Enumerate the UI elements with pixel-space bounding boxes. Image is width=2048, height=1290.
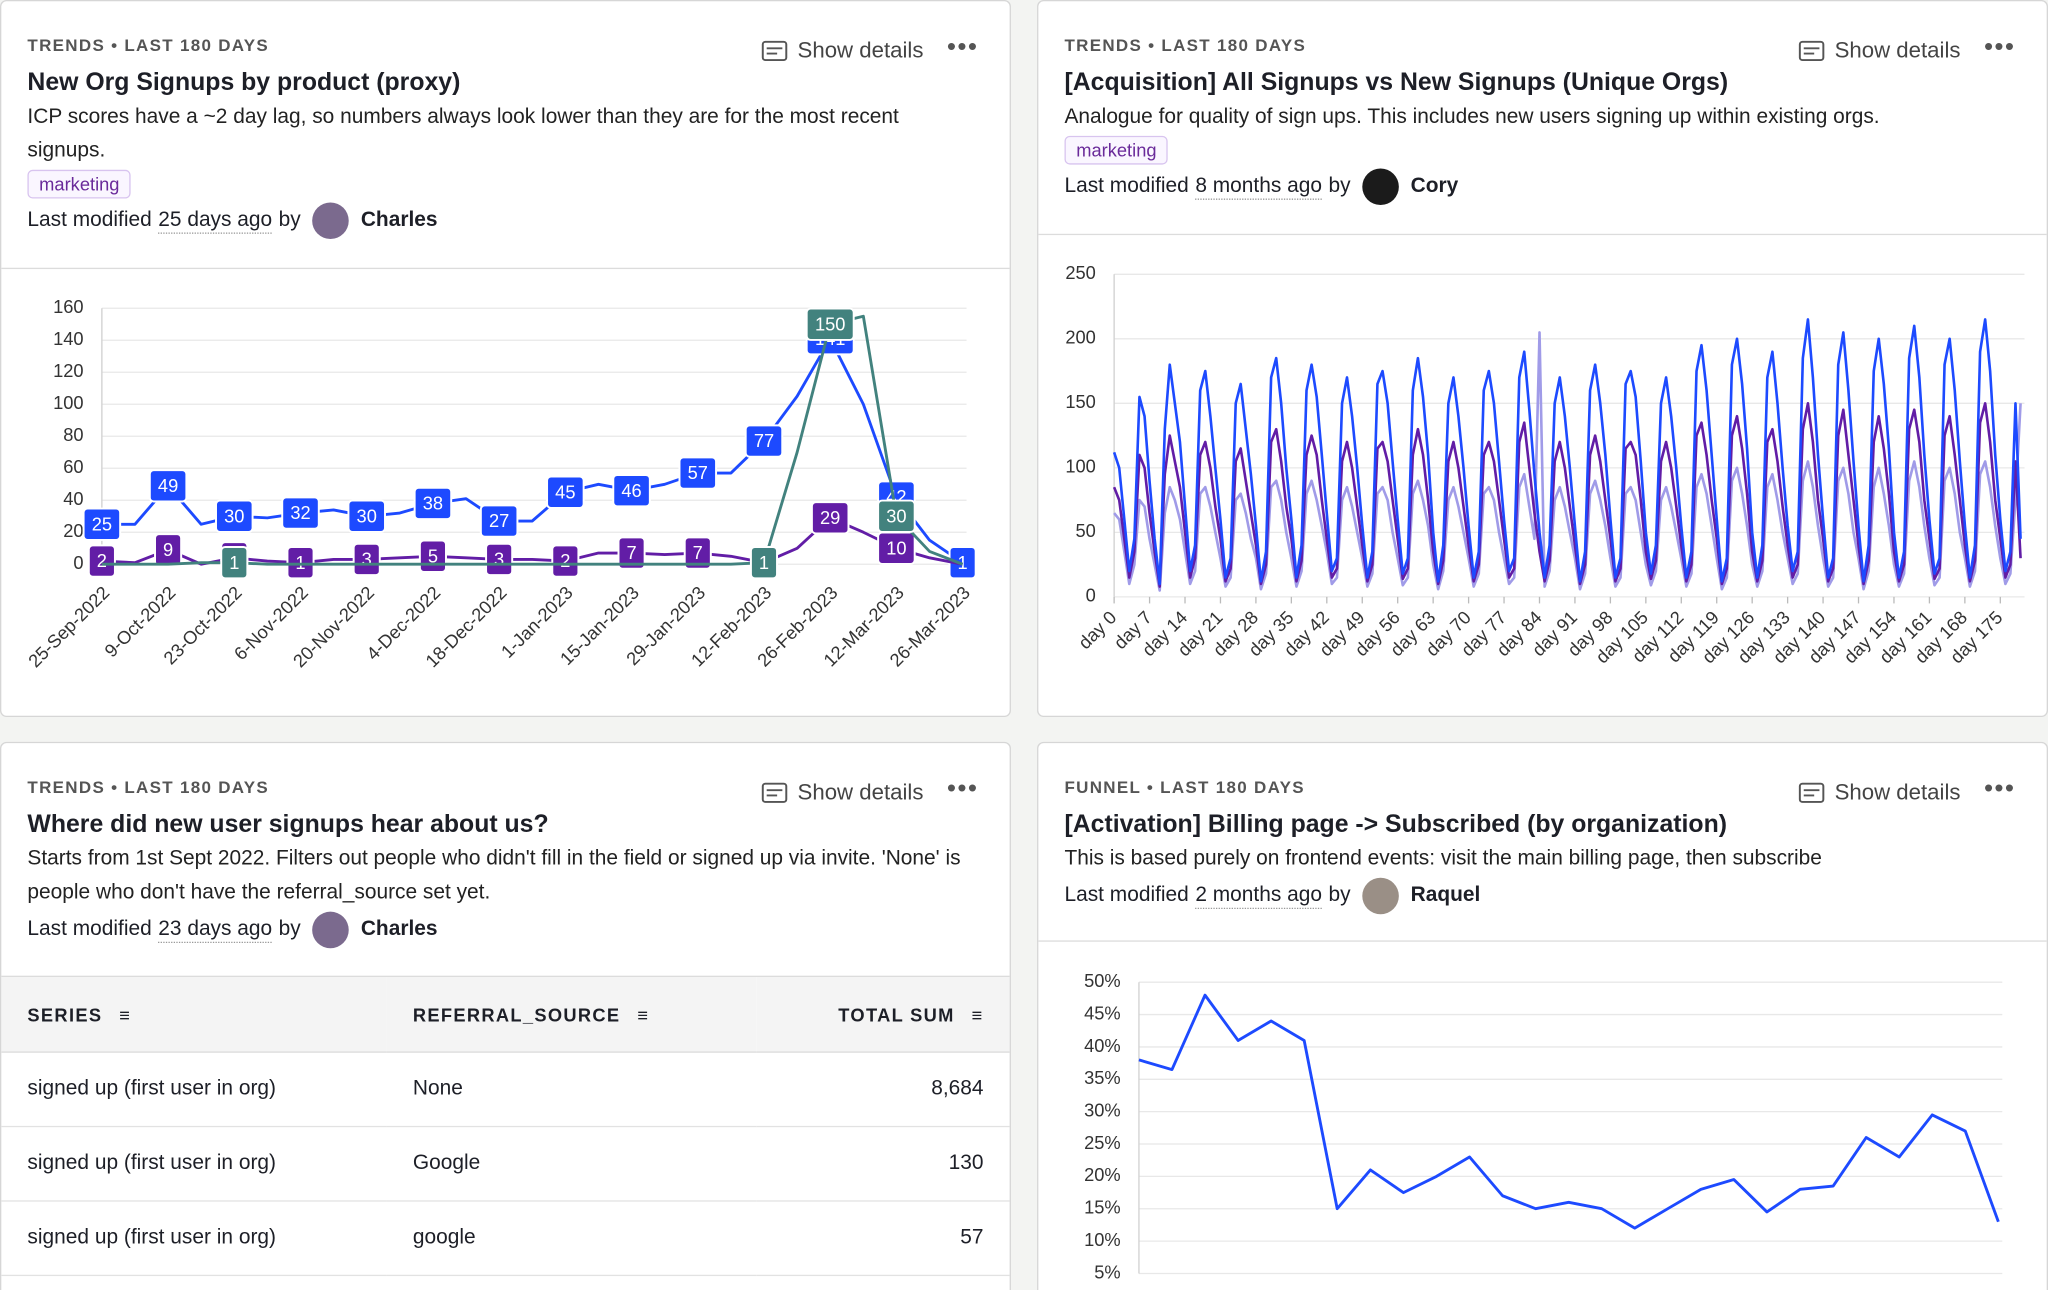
- more-menu[interactable]: •••: [946, 32, 979, 62]
- table-row: signed up (first user in org) google 57: [1, 1200, 1010, 1277]
- cell: signed up (first user in org): [1, 1126, 387, 1202]
- sort-icon: ≡: [630, 1003, 650, 1025]
- modified-ago: 23 days ago: [158, 918, 273, 943]
- modified-prefix: Last modified: [1064, 175, 1189, 198]
- header-label: REFERRAL_SOURCE: [412, 1003, 621, 1025]
- last-modified: Last modified 2 months ago by Raquel: [1064, 876, 2020, 915]
- card: TRENDS • LAST 180 DAYS Show details ••• Whe…: [0, 741, 1011, 1290]
- details-icon: [1798, 782, 1824, 803]
- card-title: New Org Signups by product (proxy): [27, 69, 461, 97]
- modified-by: by: [278, 208, 301, 232]
- description: This is based purely on frontend events:…: [1064, 847, 1822, 870]
- table-row: signed up (first user in org) Google 130: [1, 1126, 1010, 1202]
- avatar: [312, 911, 350, 949]
- eyebrow: FUNNEL • LAST 180 DAYS: [1064, 777, 1305, 797]
- cell: None: [386, 1052, 757, 1128]
- header-label: TOTAL SUM: [838, 1003, 955, 1025]
- details-icon: [761, 782, 787, 803]
- more-menu[interactable]: •••: [1983, 32, 2016, 62]
- show-details[interactable]: Show details: [761, 780, 923, 806]
- more-menu[interactable]: •••: [1983, 774, 2016, 804]
- modified-by: by: [278, 918, 301, 941]
- cell: signed up (first user in org): [1, 1200, 387, 1277]
- avatar: [1362, 168, 1399, 206]
- card: TRENDS • LAST 180 DAYS Show details ••• [Ac…: [1037, 0, 2048, 718]
- details-icon: [761, 40, 787, 62]
- author: Charles: [360, 208, 438, 232]
- card-title: [Acquisition] All Signups vs New Signups…: [1064, 69, 1729, 97]
- eyebrow: TRENDS • LAST 180 DAYS: [27, 777, 270, 797]
- cell: Google: [386, 1126, 757, 1202]
- eyebrow: TRENDS • LAST 180 DAYS: [27, 35, 270, 55]
- tag: marketing: [27, 169, 132, 199]
- sort-icon: ≡: [112, 1003, 132, 1025]
- modified-prefix: Last modified: [27, 208, 152, 232]
- modified-by: by: [1328, 884, 1351, 907]
- card-header: TRENDS • LAST 180 DAYS Show details ••• Whe…: [1, 743, 1010, 977]
- cell: 57: [756, 1200, 1010, 1277]
- description: Starts from 1st Sept 2022. Filters out p…: [27, 847, 961, 904]
- eyebrow: TRENDS • LAST 180 DAYS: [1064, 35, 1307, 55]
- cell: 130: [756, 1126, 1010, 1202]
- last-modified: Last modified 25 days ago by Charles: [27, 201, 983, 240]
- avatar: [1362, 877, 1399, 915]
- cell: signed up (first user in org): [1, 1052, 387, 1128]
- details-icon: [1798, 40, 1824, 62]
- card-title: [Activation] Billing page -> Subscribed …: [1064, 811, 1727, 839]
- show-details[interactable]: Show details: [761, 38, 923, 64]
- card-header: TRENDS • LAST 180 DAYS Show details ••• [Ac…: [1038, 1, 2047, 236]
- last-modified: Last modified 8 months ago by Cory: [1064, 167, 2020, 206]
- table-row: signed up (first user in org) None 8,684: [1, 1052, 1010, 1128]
- cell: 8,684: [756, 1052, 1010, 1128]
- card-title: Where did new user signups hear about us…: [27, 811, 549, 839]
- avatar: [312, 202, 350, 240]
- author: Charles: [360, 918, 438, 941]
- show-details[interactable]: Show details: [1798, 780, 1960, 806]
- header-label: SERIES: [27, 1003, 103, 1025]
- show-details[interactable]: Show details: [1798, 38, 1960, 64]
- modified-prefix: Last modified: [27, 918, 152, 941]
- column-header[interactable]: REFERRAL_SOURCE ≡: [386, 976, 757, 1053]
- description: ICP scores have a ~2 day lag, so numbers…: [27, 105, 899, 162]
- modified-ago: 2 months ago: [1195, 884, 1322, 909]
- show-details-label: Show details: [1834, 779, 1961, 805]
- show-details-label: Show details: [1834, 37, 1961, 63]
- author: Raquel: [1410, 884, 1481, 907]
- column-header[interactable]: TOTAL SUM ≡: [756, 976, 1010, 1053]
- more-menu[interactable]: •••: [946, 774, 979, 804]
- card-header: FUNNEL • LAST 180 DAYS Show details ••• [Ac…: [1038, 743, 2047, 942]
- table: SERIES ≡ REFERRAL_SOURCE ≡ TOTAL SUM ≡ sign…: [1, 976, 1010, 1277]
- cell: google: [386, 1200, 757, 1277]
- sort-icon: ≡: [965, 1003, 984, 1025]
- modified-ago: 25 days ago: [158, 208, 273, 234]
- tag: marketing: [1064, 135, 1169, 165]
- column-header[interactable]: SERIES ≡: [1, 976, 387, 1053]
- modified-prefix: Last modified: [1064, 884, 1189, 907]
- card: TRENDS • LAST 180 DAYS Show details ••• New…: [0, 0, 1011, 718]
- header-row: SERIES ≡ REFERRAL_SOURCE ≡ TOTAL SUM ≡: [1, 976, 1010, 1053]
- last-modified: Last modified 23 days ago by Charles: [27, 910, 983, 949]
- author: Cory: [1410, 175, 1459, 198]
- modified-ago: 8 months ago: [1195, 174, 1322, 200]
- card: FUNNEL • LAST 180 DAYS Show details ••• [Ac…: [1037, 741, 2048, 1290]
- modified-by: by: [1328, 175, 1351, 198]
- description: Analogue for quality of sign ups. This i…: [1064, 105, 1880, 128]
- show-details-label: Show details: [797, 37, 924, 63]
- show-details-label: Show details: [797, 779, 924, 805]
- card-header: TRENDS • LAST 180 DAYS Show details ••• New…: [1, 1, 1010, 270]
